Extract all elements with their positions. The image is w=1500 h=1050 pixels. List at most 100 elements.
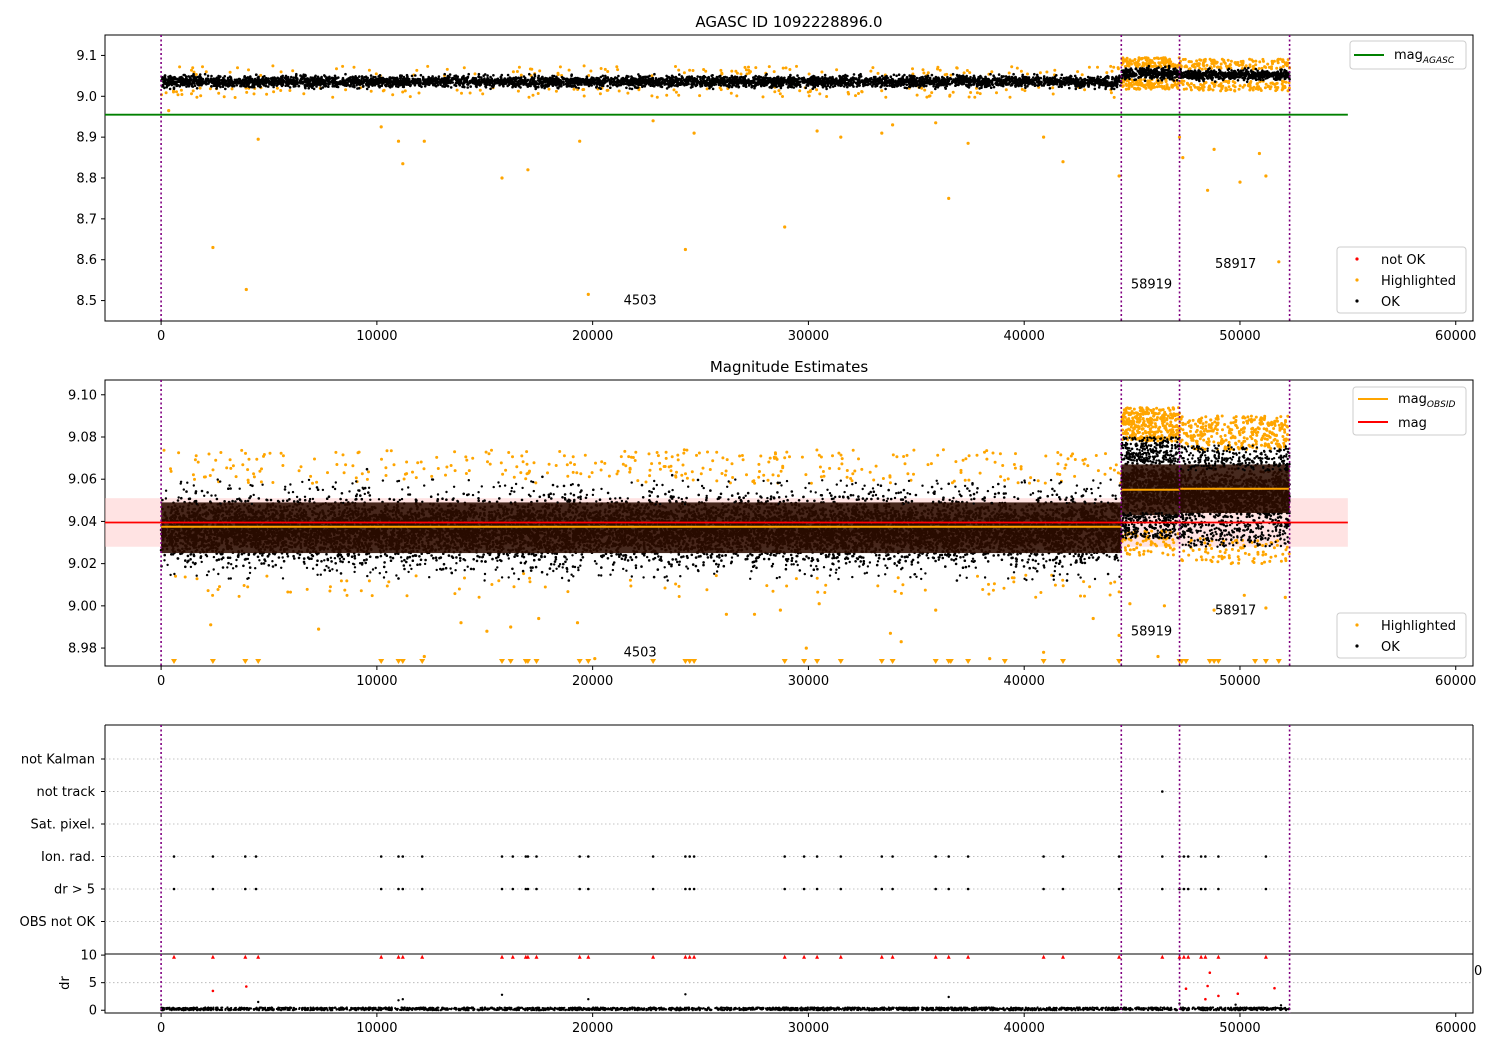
highlighted-point bbox=[1126, 63, 1130, 67]
highlighted-point bbox=[589, 69, 593, 73]
highlighted-point bbox=[921, 68, 925, 72]
highlighted-point bbox=[1248, 63, 1252, 67]
highlighted-point bbox=[175, 90, 178, 94]
ok-point bbox=[689, 79, 692, 82]
ok-point bbox=[1104, 87, 1107, 91]
highlighted-point bbox=[1087, 65, 1091, 69]
highlighted-point bbox=[967, 95, 971, 99]
ok-point bbox=[548, 76, 552, 80]
highlighted-point bbox=[367, 68, 371, 72]
highlighted-point bbox=[677, 93, 681, 97]
highlighted-point bbox=[846, 90, 850, 94]
highlighted-point bbox=[473, 72, 477, 76]
highlighted-point bbox=[1261, 57, 1265, 61]
ok-point bbox=[1063, 77, 1066, 81]
highlighted-point bbox=[835, 68, 839, 72]
highlighted-point bbox=[820, 70, 824, 74]
ok-point bbox=[294, 74, 298, 78]
highlighted-point bbox=[288, 89, 292, 92]
highlighted-point bbox=[1241, 60, 1245, 64]
highlighted-point bbox=[965, 69, 969, 72]
highlighted-point bbox=[1258, 87, 1262, 91]
ok-point bbox=[304, 74, 307, 78]
highlighted-point bbox=[1023, 89, 1027, 93]
ok-point bbox=[462, 85, 466, 88]
highlighted-point bbox=[1251, 88, 1255, 92]
ok-point bbox=[653, 72, 656, 76]
highlighted-point bbox=[1281, 65, 1285, 68]
highlighted-point bbox=[1080, 73, 1084, 77]
ok-point bbox=[258, 83, 261, 86]
highlighted-point bbox=[468, 91, 472, 95]
highlighted-point bbox=[1162, 63, 1166, 66]
panel-agasc-title: AGASC ID 1092228896.0 bbox=[695, 13, 882, 31]
highlighted-point bbox=[352, 65, 356, 69]
ok-point bbox=[365, 87, 369, 91]
ok-point bbox=[200, 83, 203, 87]
ok-point bbox=[930, 73, 934, 77]
highlighted-point bbox=[969, 91, 973, 94]
highlighted-point bbox=[674, 65, 677, 68]
ok-point bbox=[1043, 78, 1047, 81]
ok-point bbox=[577, 86, 580, 90]
ok-point bbox=[1093, 84, 1096, 87]
ok-point bbox=[319, 87, 323, 90]
ok-point bbox=[290, 75, 293, 79]
highlighted-point bbox=[1008, 95, 1012, 99]
highlighted-point bbox=[1211, 58, 1215, 62]
highlighted-point bbox=[1139, 57, 1143, 61]
highlighted-point bbox=[1229, 88, 1233, 91]
highlighted-point bbox=[1264, 82, 1268, 86]
highlighted-point bbox=[650, 94, 654, 98]
ok-point bbox=[1063, 83, 1066, 87]
highlighted-point bbox=[1096, 65, 1099, 69]
ok-point bbox=[484, 84, 487, 88]
ok-point bbox=[893, 85, 896, 89]
highlighted-point bbox=[1124, 87, 1128, 91]
ok-point bbox=[280, 80, 284, 84]
ok-point bbox=[474, 84, 478, 88]
highlighted-point bbox=[408, 95, 412, 99]
ok-point bbox=[665, 87, 669, 90]
highlighted-point bbox=[730, 69, 734, 73]
highlighted-point bbox=[781, 95, 784, 98]
ok-point bbox=[185, 76, 188, 80]
highlighted-point bbox=[945, 72, 949, 76]
highlighted-point bbox=[739, 72, 743, 76]
ok-point bbox=[616, 78, 620, 82]
highlighted-point bbox=[884, 95, 888, 99]
highlighted-point bbox=[335, 67, 338, 71]
highlighted-point bbox=[734, 69, 738, 73]
highlighted-point bbox=[1127, 87, 1131, 91]
ok-point bbox=[288, 86, 292, 89]
highlighted-point bbox=[1137, 59, 1140, 63]
highlighted-point bbox=[1224, 89, 1228, 92]
ok-point bbox=[890, 83, 893, 87]
highlighted-point bbox=[478, 88, 482, 92]
ok-point bbox=[1000, 81, 1003, 85]
ok-point bbox=[506, 73, 510, 77]
ok-point bbox=[466, 86, 470, 89]
highlighted-point bbox=[1269, 81, 1273, 85]
highlighted-point bbox=[1199, 83, 1203, 86]
highlighted-point bbox=[1226, 58, 1230, 62]
highlighted-point bbox=[1164, 87, 1167, 91]
highlighted-point bbox=[462, 66, 466, 70]
ok-point bbox=[221, 85, 225, 88]
highlighted-point bbox=[688, 68, 692, 72]
highlighted-point bbox=[374, 72, 378, 76]
ok-point bbox=[820, 82, 823, 86]
highlighted-point bbox=[617, 89, 621, 93]
ok-point bbox=[920, 76, 923, 79]
highlighted-point bbox=[1233, 89, 1237, 93]
highlighted-point bbox=[1126, 60, 1130, 64]
ok-point bbox=[747, 78, 750, 81]
highlighted-point bbox=[1244, 64, 1248, 68]
ok-point bbox=[696, 75, 699, 78]
highlighted-point bbox=[1233, 61, 1237, 65]
ok-point bbox=[653, 81, 656, 85]
highlighted-point bbox=[445, 67, 449, 71]
ok-point bbox=[203, 72, 207, 76]
highlighted-point bbox=[735, 71, 739, 75]
highlighted-point bbox=[1203, 57, 1207, 61]
